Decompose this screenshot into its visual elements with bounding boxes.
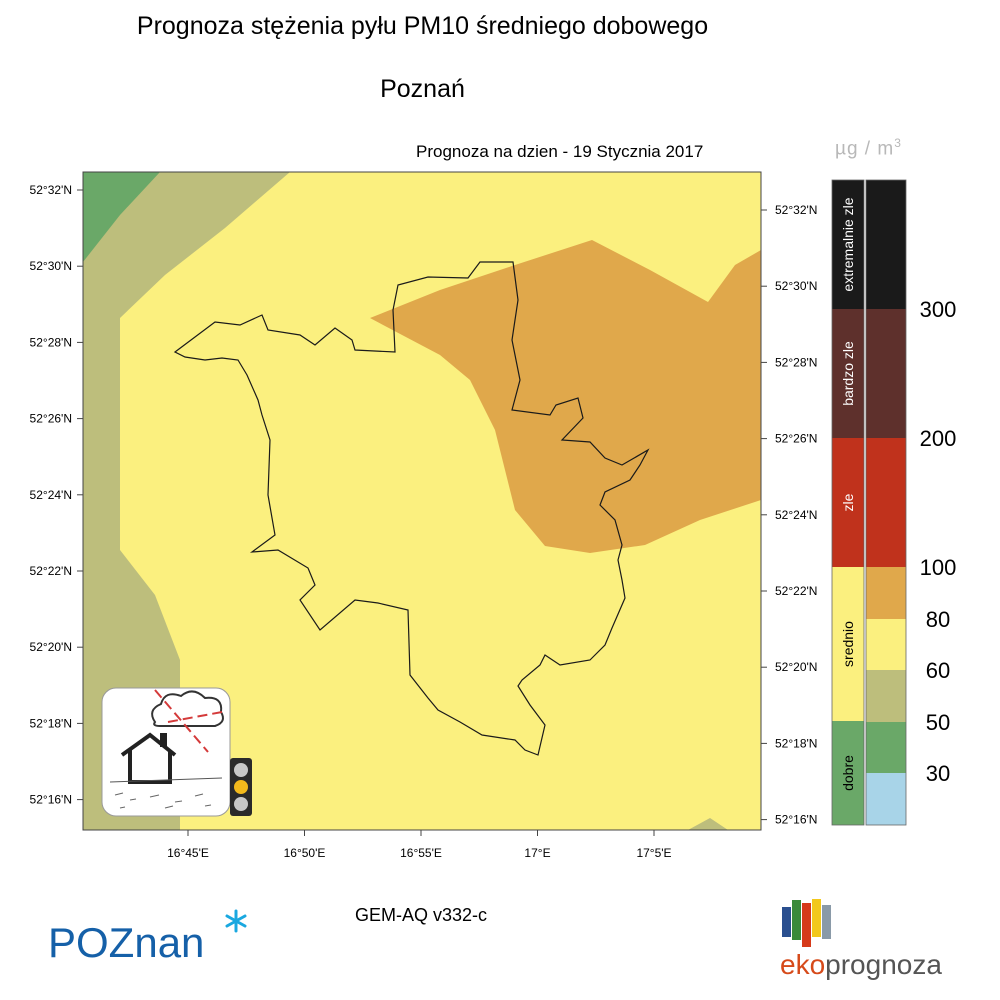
traffic-light-middle <box>234 780 248 794</box>
legend-category-swatch <box>832 721 864 825</box>
ground-icon <box>109 777 223 783</box>
ground-texture-icon <box>114 792 212 809</box>
traffic-light-icon <box>230 758 252 816</box>
lat-label-right: 52°18'N <box>775 736 817 750</box>
latitude-labels-left: 52°32'N 52°30'N 52°28'N 52°26'N 52°24'N 52°22… <box>30 183 83 807</box>
prohibition-line-icon <box>154 689 209 753</box>
legend-category-swatch <box>832 309 864 438</box>
legend-category-swatch <box>832 438 864 567</box>
model-label: GEM-AQ v332-c <box>355 905 488 925</box>
traffic-light-top <box>234 763 248 777</box>
lat-label-right: 52°32'N <box>775 203 817 217</box>
lat-label-left: 52°24'N <box>30 488 72 502</box>
lat-label-right: 52°16'N <box>775 813 817 827</box>
chimney-icon <box>160 733 167 747</box>
lat-label-right: 52°28'N <box>775 355 817 369</box>
lat-label-left: 52°32'N <box>30 183 72 197</box>
poznan-logo-text: POZnan <box>48 919 204 965</box>
legend-category-label: extremalnie zle <box>840 197 856 291</box>
asterisk-icon <box>225 909 247 933</box>
cloud-icon <box>151 690 224 727</box>
lon-label: 16°55'E <box>400 846 442 860</box>
forecast-date: Prognoza na dzien - 19 Stycznia 2017 <box>416 142 704 161</box>
poznan-logo: POZnan <box>48 903 258 970</box>
concentration-field <box>83 172 761 830</box>
lat-label-left: 52°26'N <box>30 412 72 426</box>
moderate-low-area-west <box>83 172 290 830</box>
legend-category-label: zle <box>840 493 856 511</box>
legend-category-label: dobre <box>840 755 856 791</box>
legend-category-label: bardzo zle <box>840 341 856 406</box>
lat-label-left: 52°28'N <box>30 335 72 349</box>
legend-scale-value: 50 <box>926 710 950 735</box>
ekoprognoza-bars-icon <box>782 899 831 947</box>
lat-label-right: 52°26'N <box>775 432 817 446</box>
legend-scale-swatch <box>866 773 906 825</box>
map-frame <box>82 171 762 831</box>
legend-scale-frame <box>865 179 907 826</box>
ekoprognoza-logo-text-prognoza: prognoza <box>825 949 942 980</box>
legend-scale-swatch <box>866 567 906 619</box>
legend-scale-swatch <box>866 619 906 670</box>
lat-label-left: 52°20'N <box>30 640 72 654</box>
ekoprognoza-logo-text: ekoprognoza <box>780 949 942 981</box>
legend-category-bar: extremalnie zle bardzo zle zle srednio dobre <box>831 179 865 826</box>
legend-scale-swatch <box>866 309 906 438</box>
lat-label-right: 52°20'N <box>775 660 817 674</box>
legend-scale-swatch <box>866 722 906 773</box>
page-title: Prognoza stężenia pyłu PM10 średniego do… <box>136 12 709 40</box>
house-icon <box>120 732 177 784</box>
legend-category-swatch <box>832 180 864 309</box>
lat-label-left: 52°30'N <box>30 259 72 273</box>
legend-scale-value: 80 <box>926 607 950 632</box>
unit-exponent: 3 <box>894 136 902 150</box>
traffic-light-bottom <box>234 797 248 811</box>
good-area-northwest <box>83 172 160 262</box>
legend-scale-swatch <box>866 670 906 722</box>
prohibition-line-icon <box>167 711 223 723</box>
city-title: Poznań <box>380 75 465 103</box>
legend-scale-swatch <box>866 438 906 567</box>
legend-scale-swatch <box>866 180 906 309</box>
moderate-low-area-southeast <box>688 818 728 830</box>
lat-label-left: 52°18'N <box>30 716 72 730</box>
poznan-logo-graphic: POZnan <box>48 909 247 966</box>
legend-category-frame <box>831 179 865 826</box>
legend-scale-value: 30 <box>926 761 950 786</box>
lon-label: 17°5'E <box>636 846 671 860</box>
legend-scale-value: 60 <box>926 658 950 683</box>
longitude-labels: 16°45'E 16°50'E 16°55'E 17°E 17°5'E <box>167 830 672 860</box>
city-boundary <box>173 261 650 756</box>
legend-scale-bar <box>865 179 907 826</box>
legend-category-swatch <box>832 567 864 721</box>
ekoprognoza-logo: ekoprognoza <box>780 895 942 980</box>
lat-label-left: 52°16'N <box>30 793 72 807</box>
unit-text: µg / m <box>835 138 895 160</box>
moderate-high-area <box>370 240 761 553</box>
legend-category-label: srednio <box>840 621 856 667</box>
unit-label: µg / m3 <box>835 136 902 160</box>
legend-scale-value: 100 <box>920 555 957 580</box>
latitude-labels-right: 52°32'N 52°30'N 52°28'N 52°26'N 52°24'N 52°22… <box>761 203 817 827</box>
ekoprognoza-logo-text-eko: eko <box>780 949 826 980</box>
legend-scale-labels: 300 200 100 80 60 50 30 <box>920 297 957 786</box>
lon-label: 16°45'E <box>167 846 209 860</box>
lon-label: 16°50'E <box>284 846 326 860</box>
lat-label-right: 52°24'N <box>775 508 817 522</box>
lat-label-right: 52°30'N <box>775 279 817 293</box>
legend-scale-value: 200 <box>920 426 957 451</box>
lat-label-left: 52°22'N <box>30 564 72 578</box>
legend-scale-value: 300 <box>920 297 957 322</box>
lon-label: 17°E <box>524 846 550 860</box>
lat-label-right: 52°22'N <box>775 584 817 598</box>
smog-icon <box>101 687 231 817</box>
